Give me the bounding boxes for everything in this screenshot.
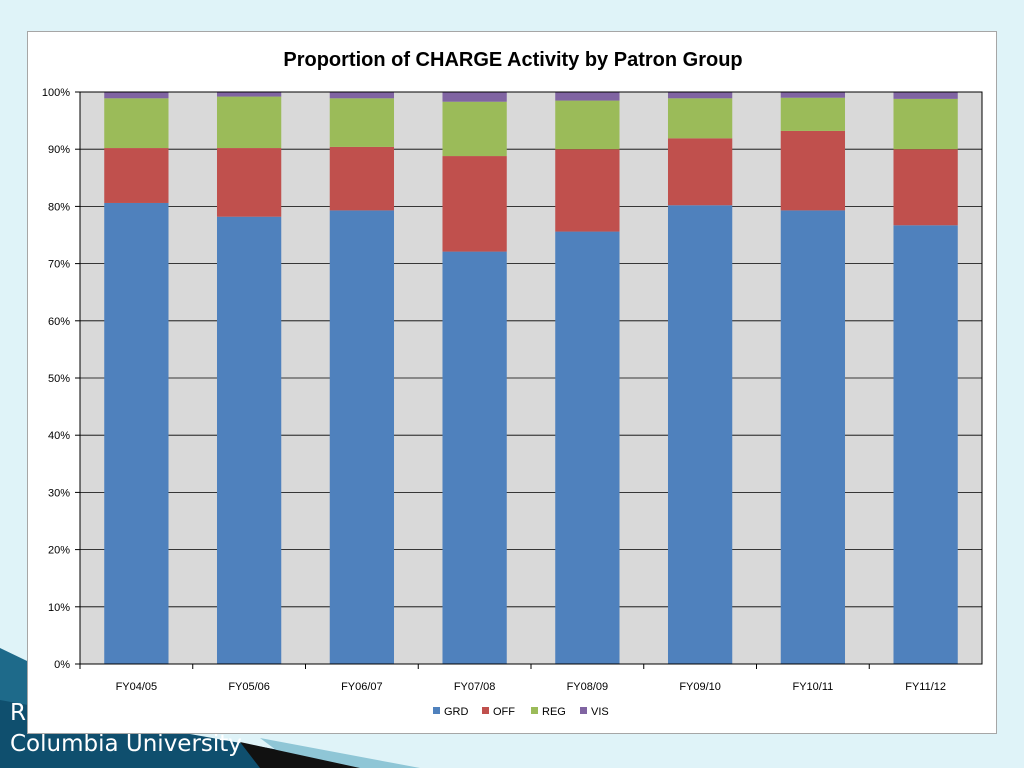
y-tick-label: 30%	[48, 487, 70, 499]
bar-segment-grd	[104, 202, 169, 664]
legend-label-grd: GRD	[444, 706, 469, 718]
bar-segment-reg	[442, 101, 507, 157]
bar-segment-grd	[667, 205, 733, 665]
x-tick-label: FY08/09	[567, 681, 609, 693]
bar-segment-off	[893, 149, 958, 226]
y-tick-label: 50%	[48, 373, 70, 385]
legend-label-reg: REG	[542, 706, 566, 718]
bar-segment-reg	[555, 100, 620, 150]
bar-segment-grd	[780, 210, 846, 665]
x-axis: FY04/05 FY05/06 FY06/07 FY07/08 FY08/09 FY09/…	[79, 664, 946, 693]
legend-swatch-reg	[531, 707, 538, 714]
bar-segment-off	[555, 149, 620, 232]
bar-segment-grd	[216, 216, 282, 665]
bar-segment-vis	[329, 92, 395, 99]
legend-label-off: OFF	[493, 706, 515, 718]
y-tick-label: 80%	[48, 201, 70, 213]
x-tick-label: FY05/06	[228, 681, 270, 693]
legend-swatch-vis	[580, 707, 587, 714]
y-tick-label: 20%	[48, 545, 70, 557]
x-tick-label: FY11/12	[905, 681, 946, 693]
bar-segment-grd	[442, 251, 507, 664]
x-tick-label: FY10/11	[792, 681, 833, 693]
legend-label-vis: VIS	[591, 706, 609, 718]
legend-swatch-off	[482, 707, 489, 714]
x-tick-label: FY07/08	[454, 681, 496, 693]
bar-segment-vis	[893, 92, 958, 99]
y-tick-label: 40%	[48, 430, 70, 442]
x-tick-label: FY06/07	[341, 681, 383, 693]
bar-segment-vis	[216, 92, 282, 97]
y-tick-label: 90%	[48, 144, 70, 156]
bar-segment-reg	[329, 98, 395, 147]
bar-segment-vis	[442, 92, 507, 102]
bar-segment-reg	[893, 98, 958, 150]
bar-segment-vis	[780, 92, 846, 98]
bar-segment-reg	[667, 98, 733, 139]
y-tick-label: 100%	[42, 87, 70, 99]
legend: GRD OFF REG VIS	[433, 706, 609, 718]
bar-segment-off	[667, 138, 733, 206]
bars	[104, 92, 958, 665]
bar-segment-off	[329, 146, 395, 211]
bar-segment-vis	[667, 92, 733, 99]
bar-segment-off	[780, 130, 846, 211]
y-axis: 0% 10% 20% 30% 40% 50% 60% 70% 80% 90% 100%	[42, 87, 80, 671]
x-tick-label: FY09/10	[679, 681, 721, 693]
bar-segment-grd	[555, 231, 620, 664]
bar-segment-vis	[104, 92, 169, 99]
y-tick-label: 70%	[48, 259, 70, 271]
chart-title: Proportion of CHARGE Activity by Patron …	[283, 49, 742, 71]
bar-segment-off	[442, 156, 507, 252]
y-tick-label: 0%	[54, 659, 70, 671]
x-tick-label: FY04/05	[116, 681, 158, 693]
bar-segment-vis	[555, 92, 620, 101]
bar-segment-off	[216, 148, 282, 217]
bar-segment-reg	[104, 98, 169, 149]
y-tick-label: 10%	[48, 602, 70, 614]
footer-institution: Columbia University	[10, 731, 242, 757]
footer-institution-partial: R	[10, 700, 26, 726]
chart-panel: Proportion of CHARGE Activity by Patron …	[27, 31, 997, 734]
bar-segment-reg	[780, 97, 846, 131]
bar-segment-off	[104, 148, 169, 203]
legend-swatch-grd	[433, 707, 440, 714]
bar-segment-grd	[893, 225, 958, 664]
stacked-bar-chart: Proportion of CHARGE Activity by Patron …	[42, 49, 983, 718]
y-tick-label: 60%	[48, 316, 70, 328]
bar-segment-reg	[216, 96, 282, 149]
bar-segment-grd	[329, 210, 395, 665]
